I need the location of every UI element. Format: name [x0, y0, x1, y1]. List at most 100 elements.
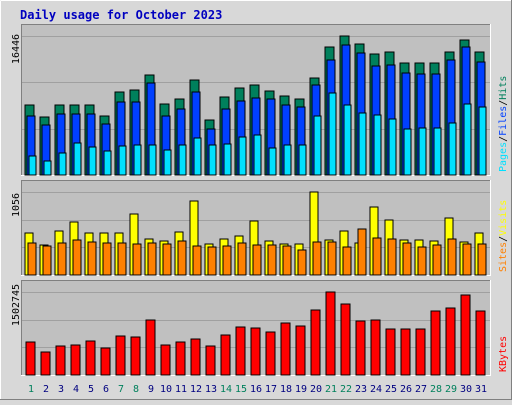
- x-tick-day-25: 25: [385, 384, 397, 395]
- bar-sites-day-18: [282, 245, 292, 276]
- bar-kbytes-day-26: [400, 328, 411, 376]
- bar-sites-day-2: [42, 245, 52, 276]
- bar-kbytes-day-29: [445, 307, 456, 376]
- legend-hits: Hits: [498, 76, 509, 100]
- x-tick-day-17: 17: [265, 384, 277, 395]
- x-tick-day-27: 27: [415, 384, 427, 395]
- bar-sites-day-8: [132, 243, 142, 276]
- bar-pages-day-12: [193, 137, 202, 176]
- bar-sites-day-23: [357, 228, 367, 276]
- x-tick-day-8: 8: [133, 384, 139, 395]
- bar-kbytes-day-24: [370, 319, 381, 376]
- bar-pages-day-19: [298, 144, 307, 176]
- x-tick-day-29: 29: [445, 384, 457, 395]
- bar-kbytes-day-10: [160, 344, 171, 376]
- bar-pages-day-28: [433, 127, 442, 176]
- bar-kbytes-day-16: [250, 327, 261, 376]
- x-tick-day-4: 4: [73, 384, 79, 395]
- bar-pages-day-22: [343, 104, 352, 176]
- bar-pages-day-30: [463, 103, 472, 176]
- y-max-label: 1502745: [11, 284, 22, 326]
- bar-pages-day-11: [178, 144, 187, 176]
- bar-sites-day-12: [192, 245, 202, 276]
- x-tick-day-6: 6: [103, 384, 109, 395]
- x-tick-day-18: 18: [280, 384, 292, 395]
- bar-kbytes-day-21: [325, 291, 336, 376]
- x-tick-day-31: 31: [475, 384, 487, 395]
- bar-kbytes-day-4: [70, 344, 81, 376]
- bar-kbytes-day-15: [235, 326, 246, 376]
- bar-sites-day-11: [177, 240, 187, 276]
- bar-pages-day-26: [403, 128, 412, 176]
- bar-pages-day-21: [328, 92, 337, 176]
- bar-kbytes-day-13: [205, 345, 216, 376]
- bar-pages-day-27: [418, 127, 427, 176]
- bar-sites-day-13: [207, 246, 217, 276]
- bar-sites-day-24: [372, 237, 382, 276]
- legend-text: KBytes: [498, 336, 509, 372]
- x-tick-day-15: 15: [235, 384, 247, 395]
- x-tick-day-1: 1: [28, 384, 34, 395]
- x-tick-day-22: 22: [340, 384, 352, 395]
- x-tick-day-3: 3: [58, 384, 64, 395]
- bar-sites-day-17: [267, 244, 277, 276]
- bar-sites-day-4: [72, 239, 82, 276]
- legend-text: Pages/Files/Hits: [498, 76, 509, 172]
- bar-sites-day-10: [162, 243, 172, 276]
- bar-kbytes-day-23: [355, 320, 366, 376]
- x-tick-day-30: 30: [460, 384, 472, 395]
- bar-sites-day-19: [297, 249, 307, 276]
- bar-kbytes-day-8: [130, 336, 141, 376]
- y-max-label: 1056: [11, 193, 22, 217]
- x-tick-day-19: 19: [295, 384, 307, 395]
- bar-kbytes-day-22: [340, 303, 351, 376]
- x-tick-day-2: 2: [43, 384, 49, 395]
- bar-sites-day-22: [342, 246, 352, 276]
- bar-pages-day-18: [283, 144, 292, 176]
- legend-separator: /: [498, 236, 509, 242]
- bar-pages-day-7: [118, 145, 127, 176]
- chart-title: Daily usage for October 2023: [20, 8, 222, 22]
- bar-kbytes-day-20: [310, 309, 321, 376]
- bar-sites-day-3: [57, 242, 67, 276]
- x-tick-day-24: 24: [370, 384, 382, 395]
- bar-kbytes-day-25: [385, 328, 396, 376]
- bar-sites-day-30: [462, 243, 472, 276]
- bar-sites-day-29: [447, 238, 457, 276]
- bar-kbytes-day-11: [175, 341, 186, 376]
- legend-visits: Visits: [498, 200, 509, 236]
- x-tick-day-11: 11: [175, 384, 187, 395]
- bar-kbytes-day-31: [475, 310, 486, 376]
- bar-kbytes-day-27: [415, 328, 426, 376]
- x-tick-day-5: 5: [88, 384, 94, 395]
- bar-kbytes-day-19: [295, 325, 306, 376]
- bar-pages-day-10: [163, 149, 172, 176]
- bar-pages-day-1: [28, 155, 37, 176]
- x-tick-day-9: 9: [148, 384, 154, 395]
- bar-pages-day-9: [148, 144, 157, 176]
- x-tick-day-14: 14: [220, 384, 232, 395]
- bar-pages-day-24: [373, 114, 382, 176]
- bar-sites-day-27: [417, 246, 427, 276]
- bar-pages-day-25: [388, 118, 397, 176]
- bar-kbytes-day-1: [25, 341, 36, 376]
- bar-pages-day-31: [478, 106, 487, 176]
- legend-sites: Sites: [498, 242, 509, 272]
- panel-kbytes: 1502745 KBytes: [11, 280, 509, 376]
- x-tick-day-7: 7: [118, 384, 124, 395]
- bar-pages-day-17: [268, 147, 277, 176]
- bar-sites-day-15: [237, 242, 247, 276]
- legend-kbytes: KBytes: [498, 336, 509, 372]
- bar-kbytes-day-7: [115, 335, 126, 376]
- bar-pages-day-8: [133, 144, 142, 176]
- x-tick-day-21: 21: [325, 384, 337, 395]
- x-tick-day-28: 28: [430, 384, 442, 395]
- bar-pages-day-13: [208, 144, 217, 176]
- legend: Sites/Visits: [498, 200, 509, 272]
- bar-kbytes-day-3: [55, 345, 66, 376]
- bar-pages-day-20: [313, 115, 322, 176]
- bar-sites-day-6: [102, 242, 112, 276]
